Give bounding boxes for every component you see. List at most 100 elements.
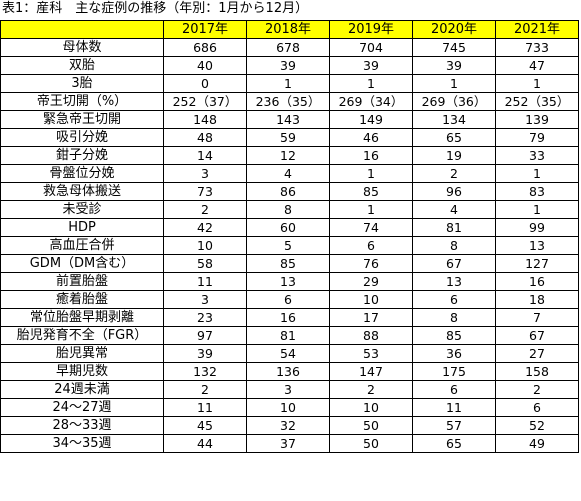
table-cell: 85 — [412, 326, 496, 345]
table-cell: 79 — [495, 128, 579, 147]
table-cell: 83 — [495, 182, 579, 201]
table-body: 2017年 2018年 2019年 2020年 2021年 母体数 686 678 7… — [0, 20, 579, 453]
table-cell: 96 — [412, 182, 496, 201]
row-label: 吸引分娩 — [0, 128, 164, 147]
table-cell: 45 — [163, 416, 247, 435]
table-cell: 269（34） — [329, 92, 413, 111]
table-row: 常位胎盤早期剥離 23 16 17 8 7 — [0, 308, 579, 327]
table-cell: 1 — [246, 74, 330, 93]
column-header: 2019年 — [329, 20, 413, 39]
table-cell: 143 — [246, 110, 330, 129]
table-cell: 27 — [495, 344, 579, 363]
table-row: 24週未満 2 3 2 6 2 — [0, 380, 579, 399]
table-cell: 0 — [163, 74, 247, 93]
table-row: 28～33週 45 32 50 57 52 — [0, 416, 579, 435]
table-cell: 13 — [412, 272, 496, 291]
table-cell: 65 — [412, 434, 496, 453]
row-label: 34～35週 — [0, 434, 164, 453]
table-row: HDP 42 60 74 81 99 — [0, 218, 579, 237]
table-cell: 74 — [329, 218, 413, 237]
column-header: 2018年 — [246, 20, 330, 39]
table-row: 母体数 686 678 704 745 733 — [0, 38, 579, 57]
row-label: GDM（DM含む） — [0, 254, 164, 273]
obstetrics-cases-table: 2017年 2018年 2019年 2020年 2021年 母体数 686 678 7… — [0, 20, 579, 453]
table-cell: 58 — [163, 254, 247, 273]
table-cell: 1 — [329, 164, 413, 183]
table-cell: 1 — [329, 200, 413, 219]
column-header: 2017年 — [163, 20, 247, 39]
row-label: 救急母体搬送 — [0, 182, 164, 201]
table-cell: 1 — [495, 200, 579, 219]
row-label: 帝王切開（%） — [0, 92, 164, 111]
table-cell: 3 — [246, 380, 330, 399]
row-label: 胎児異常 — [0, 344, 164, 363]
table-cell: 73 — [163, 182, 247, 201]
table-cell: 1 — [412, 74, 496, 93]
table-cell: 65 — [412, 128, 496, 147]
table-cell: 54 — [246, 344, 330, 363]
table-cell: 47 — [495, 56, 579, 75]
table-cell: 7 — [495, 308, 579, 327]
table-cell: 18 — [495, 290, 579, 309]
table-cell: 11 — [412, 398, 496, 417]
table-row: 早期児数 132 136 147 175 158 — [0, 362, 579, 381]
table-cell: 99 — [495, 218, 579, 237]
table-row: 前置胎盤 11 13 29 13 16 — [0, 272, 579, 291]
table-cell: 139 — [495, 110, 579, 129]
table-cell: 57 — [412, 416, 496, 435]
header-row: 2017年 2018年 2019年 2020年 2021年 — [0, 20, 579, 39]
table-row: 救急母体搬送 73 86 85 96 83 — [0, 182, 579, 201]
table-cell: 6 — [329, 236, 413, 255]
table-cell: 76 — [329, 254, 413, 273]
table-cell: 132 — [163, 362, 247, 381]
table-cell: 16 — [246, 308, 330, 327]
table-cell: 16 — [495, 272, 579, 291]
column-header: 2020年 — [412, 20, 496, 39]
row-label: 3胎 — [0, 74, 164, 93]
table-cell: 36 — [412, 344, 496, 363]
table-cell: 39 — [246, 56, 330, 75]
table-row: 癒着胎盤 3 6 10 6 18 — [0, 290, 579, 309]
row-label: 緊急帝王切開 — [0, 110, 164, 129]
table-cell: 13 — [246, 272, 330, 291]
table-cell: 5 — [246, 236, 330, 255]
table-cell: 2 — [163, 380, 247, 399]
table-cell: 11 — [163, 272, 247, 291]
table-cell: 67 — [495, 326, 579, 345]
table-cell: 134 — [412, 110, 496, 129]
table-row: 吸引分娩 48 59 46 65 79 — [0, 128, 579, 147]
table-cell: 148 — [163, 110, 247, 129]
row-label: 常位胎盤早期剥離 — [0, 308, 164, 327]
row-label: 骨盤位分娩 — [0, 164, 164, 183]
table-row: 未受診 2 8 1 4 1 — [0, 200, 579, 219]
table-cell: 158 — [495, 362, 579, 381]
table-cell: 8 — [412, 236, 496, 255]
table-cell: 147 — [329, 362, 413, 381]
table-cell: 42 — [163, 218, 247, 237]
table-cell: 60 — [246, 218, 330, 237]
table-cell: 686 — [163, 38, 247, 57]
table-cell: 3 — [163, 164, 247, 183]
table-cell: 3 — [163, 290, 247, 309]
table-cell: 59 — [246, 128, 330, 147]
table-row: GDM（DM含む） 58 85 76 67 127 — [0, 254, 579, 273]
table-cell: 149 — [329, 110, 413, 129]
row-label: 前置胎盤 — [0, 272, 164, 291]
table-cell: 14 — [163, 146, 247, 165]
table-cell: 13 — [495, 236, 579, 255]
table-cell: 127 — [495, 254, 579, 273]
table-cell: 33 — [495, 146, 579, 165]
table-cell: 53 — [329, 344, 413, 363]
table-cell: 44 — [163, 434, 247, 453]
table-cell: 50 — [329, 416, 413, 435]
table-cell: 252（35） — [495, 92, 579, 111]
table-cell: 67 — [412, 254, 496, 273]
row-label: 早期児数 — [0, 362, 164, 381]
table-cell: 23 — [163, 308, 247, 327]
table-cell: 86 — [246, 182, 330, 201]
table-cell: 17 — [329, 308, 413, 327]
table-cell: 6 — [412, 380, 496, 399]
table-cell: 1 — [329, 74, 413, 93]
table-cell: 48 — [163, 128, 247, 147]
table-cell: 2 — [329, 380, 413, 399]
